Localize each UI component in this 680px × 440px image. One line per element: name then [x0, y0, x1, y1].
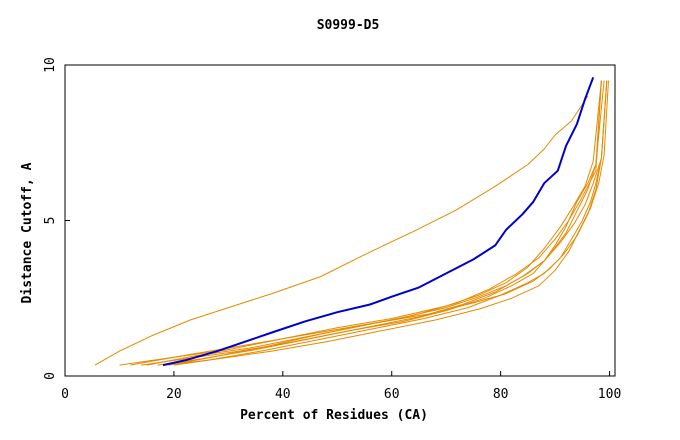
series-line-6	[146, 80, 602, 366]
y-axis-ticks: 0 5 10	[43, 57, 70, 380]
x-tick-label: 60	[384, 387, 400, 402]
series-line-4	[157, 80, 608, 366]
y-tick-label: 0	[43, 372, 58, 380]
x-axis-ticks: 0 20 40 60 80 100	[61, 371, 621, 402]
series-line-1	[94, 95, 589, 366]
x-axis-label: Percent of Residues (CA)	[240, 408, 428, 423]
series-line-8	[130, 80, 602, 366]
x-tick-label: 20	[166, 387, 182, 402]
series-line-highlight	[162, 77, 595, 367]
y-axis-label: Distance Cutoff, A	[20, 162, 35, 303]
series-group	[94, 77, 609, 367]
series-line-7	[168, 80, 608, 366]
series-line-5	[162, 80, 608, 366]
x-tick-label: 80	[493, 387, 509, 402]
series-line-9	[173, 80, 609, 366]
y-tick-label: 10	[43, 57, 58, 73]
x-tick-label: 100	[598, 387, 621, 402]
x-tick-label: 40	[275, 387, 291, 402]
y-tick-label: 5	[43, 217, 58, 225]
chart-title: S0999-D5	[317, 18, 380, 33]
x-tick-label: 0	[61, 387, 69, 402]
